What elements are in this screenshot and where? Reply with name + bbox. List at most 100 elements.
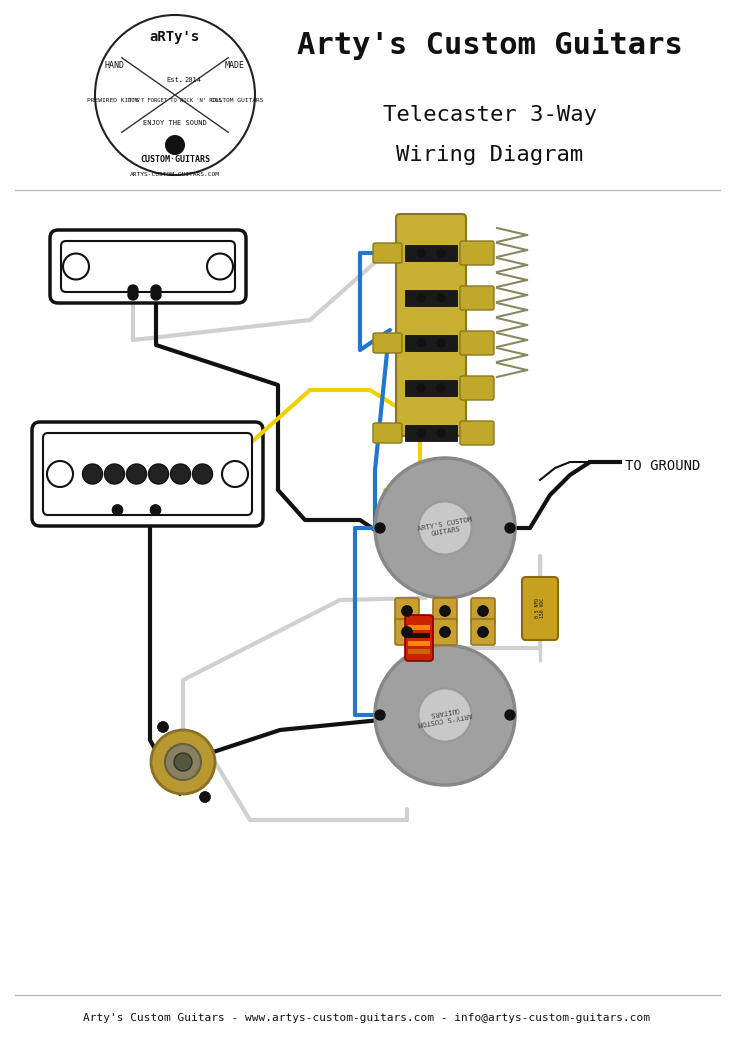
Circle shape (417, 294, 425, 302)
Text: 2014: 2014 (184, 77, 201, 83)
Circle shape (165, 744, 201, 780)
Text: Telecaster 3-Way: Telecaster 3-Way (383, 105, 597, 125)
Circle shape (158, 722, 168, 732)
Circle shape (158, 722, 168, 732)
FancyBboxPatch shape (460, 241, 494, 265)
FancyBboxPatch shape (522, 577, 558, 640)
Circle shape (82, 464, 102, 484)
Circle shape (440, 627, 450, 636)
Circle shape (375, 645, 515, 785)
FancyBboxPatch shape (395, 598, 419, 624)
Circle shape (402, 606, 412, 616)
FancyBboxPatch shape (471, 619, 495, 645)
Text: MADE: MADE (225, 60, 245, 70)
Bar (405, 380, 457, 396)
Circle shape (417, 384, 425, 392)
FancyBboxPatch shape (405, 615, 433, 661)
Circle shape (375, 523, 385, 532)
Text: HAND: HAND (105, 60, 125, 70)
Text: ARTY'S CUSTOM
GUITARS: ARTY'S CUSTOM GUITARS (417, 517, 473, 539)
FancyBboxPatch shape (373, 243, 402, 263)
Text: ARTY'S CUSTOM
GUITARS: ARTY'S CUSTOM GUITARS (417, 704, 473, 726)
Bar (405, 290, 457, 306)
Circle shape (193, 464, 212, 484)
Circle shape (126, 464, 146, 484)
Circle shape (417, 249, 425, 257)
FancyBboxPatch shape (460, 376, 494, 400)
Bar (408, 649, 430, 654)
FancyBboxPatch shape (32, 422, 263, 526)
Text: PREWIRED KIT'S: PREWIRED KIT'S (87, 98, 139, 103)
FancyBboxPatch shape (460, 286, 494, 310)
Circle shape (165, 135, 185, 155)
Text: Arty's Custom Guitars: Arty's Custom Guitars (297, 29, 683, 60)
Circle shape (151, 730, 215, 794)
Text: TO GROUND: TO GROUND (625, 459, 700, 473)
FancyBboxPatch shape (460, 331, 494, 355)
Circle shape (151, 505, 160, 515)
Circle shape (112, 505, 123, 515)
FancyBboxPatch shape (373, 333, 402, 353)
Circle shape (417, 428, 425, 437)
Text: ARTYS-CUSTOM-GUITARS.COM: ARTYS-CUSTOM-GUITARS.COM (130, 173, 220, 178)
Bar (405, 335, 457, 350)
Circle shape (148, 464, 168, 484)
Circle shape (437, 294, 445, 302)
Circle shape (437, 384, 445, 392)
Text: DON'T FORGET TO ROCK 'N' ROLL: DON'T FORGET TO ROCK 'N' ROLL (128, 98, 222, 103)
FancyBboxPatch shape (43, 433, 252, 515)
Circle shape (440, 606, 450, 616)
Circle shape (402, 606, 412, 616)
Circle shape (104, 464, 124, 484)
Circle shape (437, 249, 445, 257)
FancyBboxPatch shape (433, 619, 457, 645)
Circle shape (478, 606, 488, 616)
FancyBboxPatch shape (471, 598, 495, 624)
Circle shape (402, 627, 412, 636)
Circle shape (505, 523, 515, 532)
FancyBboxPatch shape (50, 230, 246, 303)
Circle shape (478, 627, 488, 636)
Circle shape (417, 339, 425, 347)
Circle shape (151, 290, 161, 300)
Text: Est.: Est. (167, 77, 184, 83)
Circle shape (437, 339, 445, 347)
Circle shape (440, 627, 450, 636)
Circle shape (478, 627, 488, 636)
Circle shape (128, 285, 138, 295)
Bar (408, 641, 430, 646)
Circle shape (128, 290, 138, 300)
Text: 0.5 NFD
150 VDC: 0.5 NFD 150 VDC (534, 598, 545, 618)
Bar (405, 425, 457, 441)
Text: Arty's Custom Guitars - www.artys-custom-guitars.com - info@artys-custom-guitars: Arty's Custom Guitars - www.artys-custom… (84, 1013, 650, 1023)
Circle shape (402, 627, 412, 636)
Text: CUSTOM GUITARS: CUSTOM GUITARS (211, 98, 263, 103)
Text: aRTy's: aRTy's (150, 30, 200, 44)
Circle shape (437, 428, 445, 437)
FancyBboxPatch shape (373, 423, 402, 443)
Circle shape (200, 792, 210, 802)
FancyBboxPatch shape (433, 598, 457, 624)
Circle shape (440, 606, 450, 616)
Bar (408, 625, 430, 630)
Circle shape (171, 464, 190, 484)
FancyBboxPatch shape (61, 241, 235, 292)
Circle shape (375, 710, 385, 720)
Circle shape (505, 710, 515, 720)
Circle shape (375, 458, 515, 598)
Circle shape (478, 606, 488, 616)
Text: ENJOY THE SOUND: ENJOY THE SOUND (143, 120, 207, 126)
Text: Wiring Diagram: Wiring Diagram (396, 145, 584, 165)
Circle shape (418, 501, 472, 554)
Bar (405, 245, 457, 261)
Circle shape (200, 792, 210, 802)
Circle shape (112, 505, 123, 515)
Bar (408, 633, 430, 638)
Circle shape (151, 285, 161, 295)
Circle shape (174, 753, 192, 771)
FancyBboxPatch shape (460, 421, 494, 445)
FancyBboxPatch shape (396, 214, 466, 436)
Text: CUSTOM·GUITARS: CUSTOM·GUITARS (140, 156, 210, 164)
FancyBboxPatch shape (395, 619, 419, 645)
Circle shape (151, 505, 160, 515)
